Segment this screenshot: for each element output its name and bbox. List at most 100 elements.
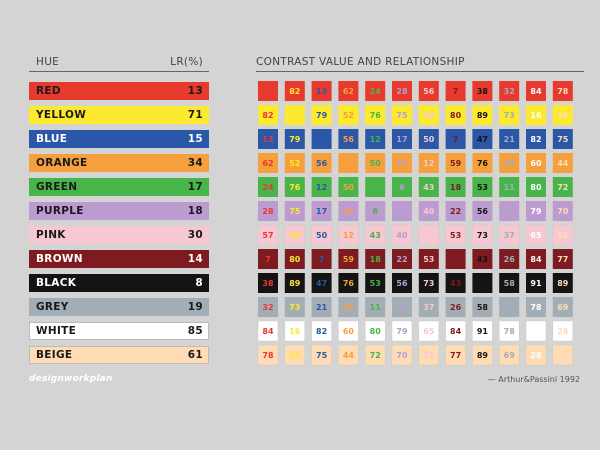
matrix-cell-value: 11 <box>504 183 516 192</box>
matrix-cell <box>392 153 412 173</box>
matrix-cell-value: 72 <box>557 183 568 192</box>
matrix-cell-value: 53 <box>477 183 488 192</box>
matrix-cell-value: 32 <box>262 303 273 312</box>
matrix-cell-value: 56 <box>343 135 355 144</box>
matrix-cell <box>258 81 278 101</box>
matrix-cell <box>472 177 493 197</box>
matrix-cell <box>418 177 439 197</box>
hue-list: RED 13 YELLOW 71 BLUE 15 ORANGE 34 GREEN 17 PURPLE… <box>29 82 209 370</box>
hue-name: ORANGE <box>36 157 88 169</box>
matrix-cell-value: 13 <box>316 87 327 96</box>
matrix-cell <box>472 297 493 317</box>
matrix-cell <box>499 297 520 317</box>
matrix-cell <box>445 273 466 293</box>
matrix-cell-value: 5 <box>399 303 405 312</box>
matrix-cell-value: 56 <box>423 87 435 96</box>
matrix-cell-value: 45 <box>504 159 516 168</box>
matrix-cell-value: 50 <box>316 231 328 240</box>
source-credit: — Arthur&Passini 1992 <box>487 375 580 384</box>
matrix-cell <box>418 249 439 269</box>
matrix-cell-value: 70 <box>396 351 408 360</box>
hue-row-black: BLACK 8 <box>29 274 209 292</box>
matrix-cell-value: 76 <box>477 159 489 168</box>
matrix-cell-value: 84 <box>530 87 542 96</box>
matrix-cell-value: 52 <box>343 111 354 120</box>
matrix-cell-value: 80 <box>450 111 462 120</box>
matrix-cell-value: 22 <box>450 207 461 216</box>
matrix-cell-value: 37 <box>504 231 515 240</box>
matrix-cell-value: 32 <box>504 87 515 96</box>
matrix-cell-value: 84 <box>530 255 542 264</box>
hue-name: GREEN <box>36 181 78 193</box>
hue-name: BLACK <box>36 277 77 289</box>
matrix-cell <box>552 344 574 366</box>
matrix-cell-value: 24 <box>262 183 274 192</box>
matrix-cell <box>445 105 466 125</box>
matrix-cell-value: 59 <box>450 159 462 168</box>
matrix-cell-value: 91 <box>530 279 542 288</box>
matrix-cell <box>552 129 573 149</box>
matrix-cell <box>526 81 546 101</box>
matrix-cell <box>338 320 359 342</box>
matrix-cell <box>365 249 386 269</box>
matrix-cell <box>365 153 386 173</box>
matrix-cell <box>365 81 386 101</box>
matrix-cell-value: 60 <box>530 159 542 168</box>
matrix-cell <box>338 105 359 125</box>
matrix-cell-value: 53 <box>450 231 461 240</box>
hue-header-label: HUE <box>36 56 60 68</box>
matrix-cell <box>364 344 386 366</box>
matrix-cell <box>526 153 546 173</box>
matrix-cell-value: 7 <box>319 255 325 264</box>
matrix-cell-value: 40 <box>396 231 408 240</box>
matrix-cell <box>552 81 573 101</box>
matrix-cell-value: 12 <box>316 183 327 192</box>
matrix-cell-value: 58 <box>504 279 516 288</box>
matrix-cell <box>284 129 305 149</box>
matrix-cell <box>445 153 466 173</box>
matrix-cell <box>445 297 466 317</box>
matrix-cell <box>526 105 546 125</box>
hue-column-header: HUE LR(%) <box>29 56 209 72</box>
matrix-cell <box>311 344 332 366</box>
matrix-cell <box>552 201 573 221</box>
matrix-cell <box>445 249 466 269</box>
hue-lr-value: 34 <box>187 157 203 169</box>
matrix-cell-value: 75 <box>557 135 569 144</box>
matrix-cell-value: 80 <box>289 255 301 264</box>
matrix-cell <box>472 153 493 173</box>
matrix-cell <box>552 320 574 342</box>
matrix-cell <box>552 273 573 293</box>
matrix-cell <box>526 297 546 317</box>
matrix-cell-value: 80 <box>530 183 542 192</box>
hue-name: YELLOW <box>36 109 87 121</box>
hue-lr-value: 8 <box>195 277 203 289</box>
matrix-cell-value: 16 <box>289 327 301 336</box>
matrix-cell <box>338 153 359 173</box>
matrix-cell-value: 44 <box>557 159 569 168</box>
matrix-cell <box>311 81 332 101</box>
matrix-cell-value: 50 <box>370 159 382 168</box>
matrix-cell-value: 73 <box>423 279 434 288</box>
matrix-cell <box>311 249 332 269</box>
matrix-cell-value: 82 <box>289 87 300 96</box>
matrix-cell <box>365 129 386 149</box>
matrix-cell-value: 37 <box>423 303 434 312</box>
matrix-cell <box>418 224 440 246</box>
matrix-cell <box>284 105 305 125</box>
matrix-cell-value: 47 <box>316 279 327 288</box>
matrix-cell <box>418 273 439 293</box>
matrix-cell-value: 84 <box>262 327 274 336</box>
matrix-cell-value: 40 <box>423 207 435 216</box>
matrix-cell-value: 7 <box>453 135 459 144</box>
hue-lr-value: 61 <box>187 349 203 361</box>
matrix-cell <box>365 105 386 125</box>
matrix-cell-value: 43 <box>477 255 488 264</box>
hue-lr-value: 19 <box>187 301 203 313</box>
matrix-cell-value: 50 <box>343 183 355 192</box>
matrix-cell-value: 7 <box>265 255 271 264</box>
hue-name: BLUE <box>36 133 68 145</box>
matrix-cell <box>498 224 520 246</box>
hue-row-blue: BLUE 15 <box>29 130 209 148</box>
